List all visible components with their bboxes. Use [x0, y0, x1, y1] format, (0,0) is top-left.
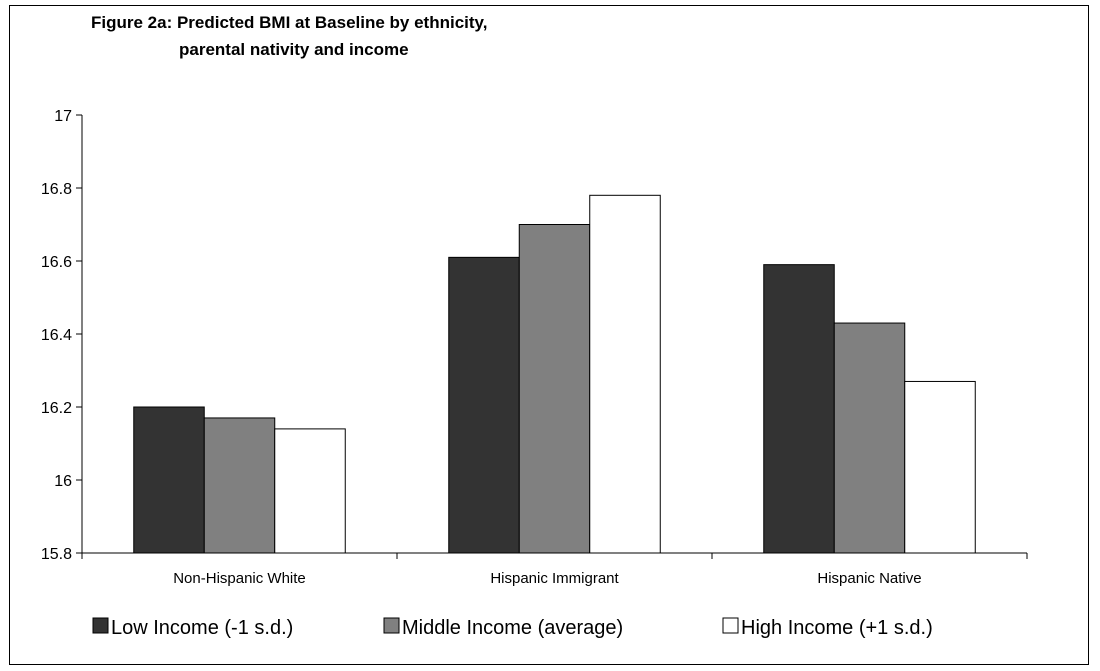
bar-high-income — [274, 428, 346, 554]
x-category-label: Non-Hispanic White — [173, 570, 306, 587]
bar-low-income — [133, 406, 205, 554]
bars — [133, 194, 976, 554]
legend-swatch — [722, 617, 739, 634]
bar-low-income — [448, 256, 520, 554]
y-tick-label: 16.2 — [41, 400, 72, 417]
x-axis: Non-Hispanic White Hispanic Immigrant Hisp… — [81, 552, 1028, 587]
legend-swatch — [383, 617, 400, 634]
legend-swatch — [92, 617, 109, 634]
bar-high-income — [589, 194, 661, 554]
y-tick-label: 15.8 — [41, 546, 72, 563]
bar-middle-income — [833, 322, 906, 554]
bar-low-income — [763, 264, 835, 554]
bar-middle-income — [203, 417, 276, 554]
legend-label: Middle Income (average) — [402, 617, 623, 639]
x-category-label: Hispanic Native — [817, 570, 921, 587]
y-tick-label: 16.8 — [41, 181, 72, 198]
y-tick-label: 16 — [54, 473, 72, 490]
y-tick-label: 16.6 — [41, 254, 72, 271]
legend: Low Income (-1 s.d.) Middle Income (avera… — [92, 617, 933, 639]
legend-label: Low Income (-1 s.d.) — [111, 617, 293, 639]
y-axis: 15.8 16 16.2 16.4 16.6 16.8 17 — [41, 108, 83, 563]
x-category-label: Hispanic Immigrant — [490, 570, 619, 587]
bar-high-income — [904, 380, 976, 554]
y-tick-label: 17 — [54, 108, 72, 125]
y-tick-label: 16.4 — [41, 327, 72, 344]
bar-middle-income — [518, 224, 591, 554]
chart-title-line1: Figure 2a: Predicted BMI at Baseline by … — [91, 13, 487, 32]
legend-label: High Income (+1 s.d.) — [741, 617, 933, 639]
chart-title-line2: parental nativity and income — [179, 40, 409, 59]
